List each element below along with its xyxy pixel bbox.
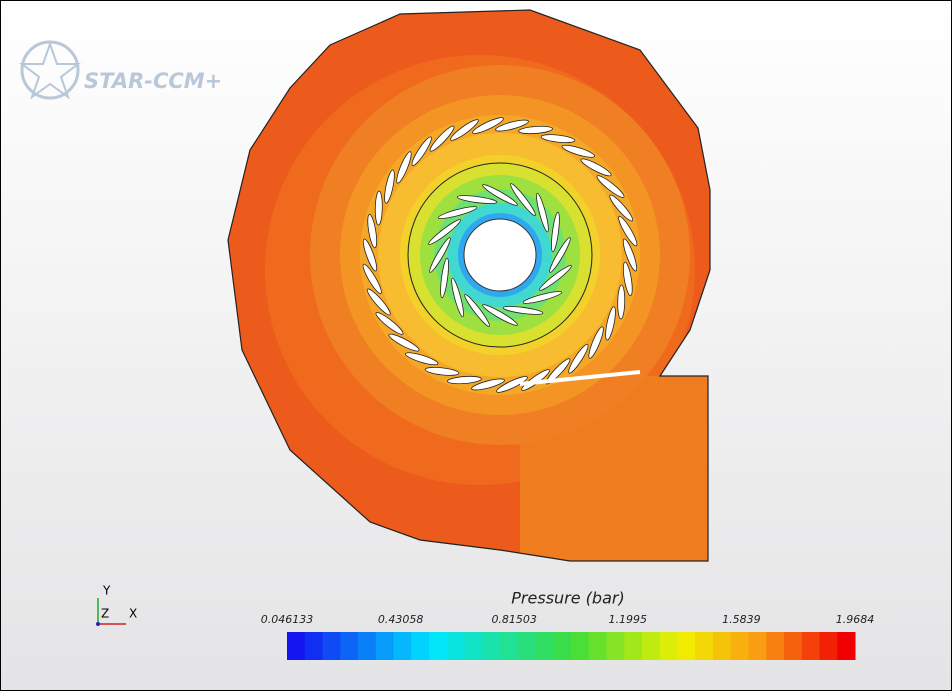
colorbar-segment — [340, 632, 358, 660]
colorbar-segment — [287, 632, 305, 660]
colorbar-segment — [766, 632, 784, 660]
colorbar-tick-label: 0.046133 — [261, 613, 314, 626]
colorbar-segment — [713, 632, 731, 660]
triad-x-label: X — [129, 607, 137, 621]
colorbar-tick-label: 1.5839 — [722, 613, 761, 626]
colorbar-segment — [376, 632, 394, 660]
colorbar-segment — [695, 632, 713, 660]
colorbar-segment — [837, 632, 855, 660]
colorbar-tick-label: 1.1995 — [609, 613, 648, 626]
colorbar-tick-label: 0.81503 — [491, 613, 537, 626]
colorbar-segment — [749, 632, 767, 660]
colorbar-segment — [731, 632, 749, 660]
page: STAR-CCM+ Y Z X Pressure (bar) 0.046133 0… — [0, 0, 952, 691]
colorbar-segment — [358, 632, 376, 660]
colorbar-segment — [429, 632, 447, 660]
colorbar-segment — [465, 632, 483, 660]
triad-z-label: Z — [101, 607, 109, 621]
colorbar-segment — [571, 632, 589, 660]
legend-title: Pressure (bar) — [511, 589, 624, 608]
triad-origin — [96, 622, 100, 626]
colorbar-segment — [660, 632, 678, 660]
colorbar-segment — [607, 632, 625, 660]
hub-hole — [464, 219, 536, 291]
logo-text: STAR-CCM+ — [84, 69, 222, 93]
colorbar-segment — [642, 632, 660, 660]
colorbar-tick-label: 0.43058 — [378, 613, 424, 626]
colorbar-segment — [518, 632, 536, 660]
viewer: STAR-CCM+ Y Z X Pressure (bar) 0.046133 0… — [0, 0, 952, 691]
colorbar-segment — [411, 632, 429, 660]
colorbar-segment — [323, 632, 341, 660]
colorbar-segment — [447, 632, 465, 660]
colorbar-segment — [624, 632, 642, 660]
triad-y-label: Y — [102, 584, 111, 598]
colorbar-segment — [305, 632, 323, 660]
colorbar-segment — [589, 632, 607, 660]
colorbar-segment — [820, 632, 838, 660]
colorbar-segment — [482, 632, 500, 660]
colorbar-segment — [802, 632, 820, 660]
colorbar-segment — [394, 632, 412, 660]
colorbar-segment — [784, 632, 802, 660]
colorbar-tick-label: 1.9684 — [836, 613, 875, 626]
colorbar-segment — [678, 632, 696, 660]
colorbar-segment — [536, 632, 554, 660]
colorbar-segment — [500, 632, 518, 660]
colorbar-segment — [553, 632, 571, 660]
